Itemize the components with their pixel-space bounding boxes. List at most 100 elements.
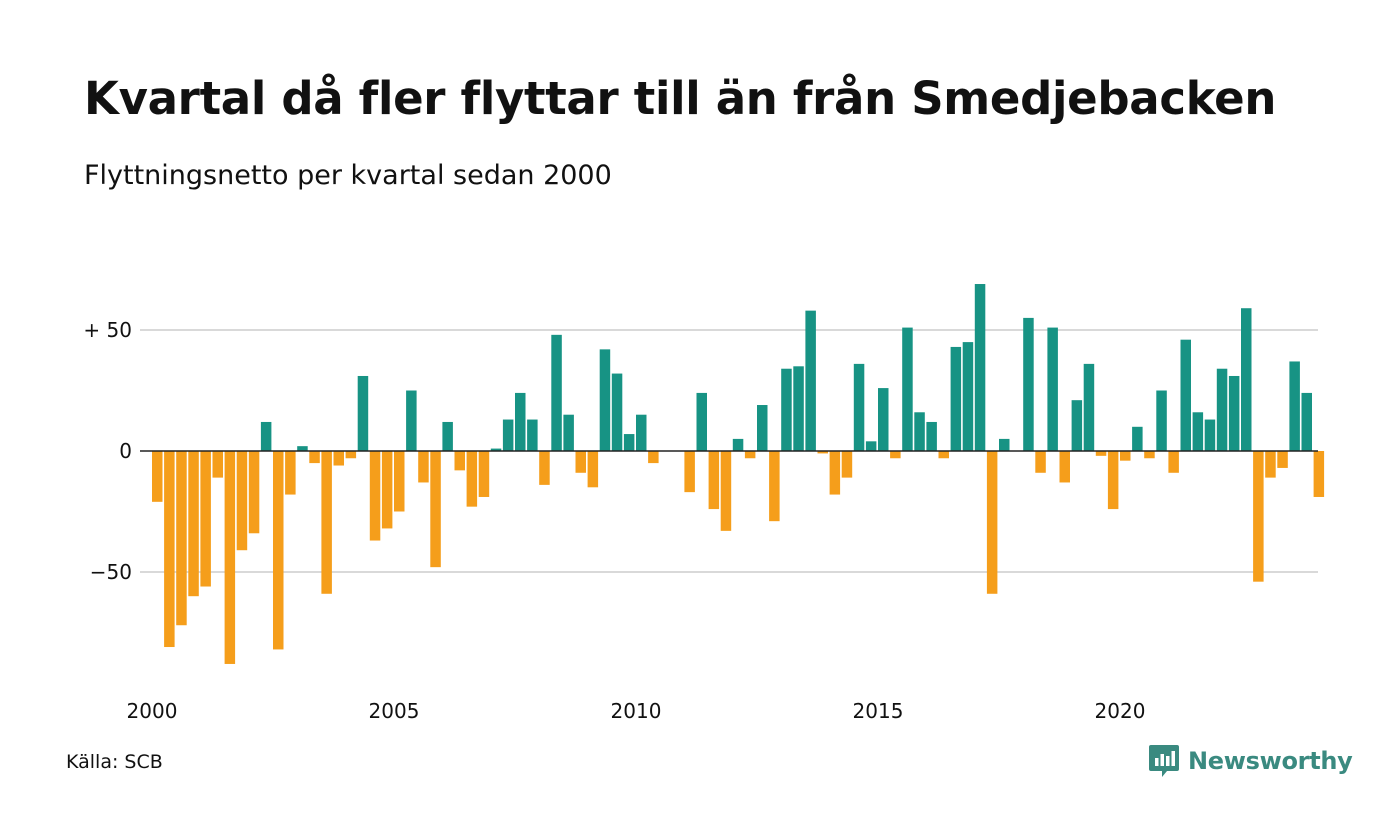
bar <box>321 451 332 594</box>
bar <box>575 451 586 473</box>
bar <box>962 342 974 451</box>
bar <box>357 375 369 451</box>
bar <box>152 451 163 502</box>
bar <box>430 451 441 568</box>
bar <box>490 448 502 451</box>
bar <box>587 451 599 488</box>
x-tick-label: 2000 <box>127 699 178 723</box>
bar <box>926 421 937 451</box>
bars <box>152 284 1325 664</box>
bar <box>551 334 562 451</box>
chart-title: Kvartal då fler flyttar till än från Sme… <box>84 72 1277 125</box>
bar <box>539 451 550 485</box>
bar <box>515 392 526 451</box>
bar <box>1277 451 1288 468</box>
bar <box>1241 308 1252 451</box>
bar <box>345 451 357 459</box>
bar <box>1095 451 1107 456</box>
bar <box>1289 361 1300 451</box>
bar <box>200 451 211 587</box>
bar <box>1071 400 1083 451</box>
bar <box>406 390 417 451</box>
x-tick-label: 2020 <box>1095 699 1146 723</box>
bar <box>260 421 272 451</box>
bar <box>224 451 236 664</box>
bar <box>829 451 841 495</box>
bar <box>974 284 986 451</box>
bar <box>1253 451 1264 582</box>
bar <box>1023 317 1034 451</box>
bar <box>793 366 804 451</box>
bar <box>1132 426 1143 451</box>
bar <box>1180 339 1191 451</box>
bar <box>333 451 344 466</box>
x-tick-label: 2010 <box>611 699 662 723</box>
bar <box>418 451 429 483</box>
bar <box>1204 419 1216 451</box>
bar <box>1216 368 1228 451</box>
bar <box>902 327 913 451</box>
y-tick-label: 0 <box>119 439 132 463</box>
bar <box>527 419 538 451</box>
bar <box>1313 451 1325 497</box>
bar <box>986 451 998 594</box>
bar <box>1168 451 1179 473</box>
bar <box>865 441 877 451</box>
bar <box>950 346 962 451</box>
bar <box>502 419 514 451</box>
bar <box>1228 375 1240 451</box>
bar <box>369 451 381 541</box>
bar <box>309 451 320 464</box>
bar <box>394 451 405 512</box>
bar <box>381 451 393 529</box>
bar <box>708 451 720 510</box>
bar <box>817 451 828 454</box>
bar <box>757 405 768 451</box>
bar <box>744 451 756 459</box>
bar <box>285 451 296 495</box>
y-axis-ticks: + 50 0 −50 <box>83 318 132 584</box>
bar <box>805 310 816 451</box>
x-axis-ticks: 2000 2005 2010 2015 2020 <box>127 699 1146 723</box>
bar <box>1047 327 1058 451</box>
newsworthy-logo-icon <box>1149 745 1179 777</box>
bar <box>176 451 187 626</box>
bar <box>684 451 695 493</box>
gridlines <box>140 329 1318 573</box>
bar <box>188 451 199 597</box>
bar <box>466 451 478 507</box>
bar <box>1301 392 1312 451</box>
bar <box>890 451 901 459</box>
bar <box>841 451 853 478</box>
bar <box>1156 390 1167 451</box>
bar <box>1265 451 1276 478</box>
bar <box>164 451 175 648</box>
bar <box>914 412 925 451</box>
x-tick-label: 2005 <box>369 699 420 723</box>
bar <box>623 434 635 451</box>
chart-subtitle: Flyttningsnetto per kvartal sedan 2000 <box>84 160 612 191</box>
bar <box>212 451 223 478</box>
bar <box>878 388 889 451</box>
brand-logo: Newsworthy <box>1148 743 1353 779</box>
bar <box>442 421 453 451</box>
bar <box>248 451 260 534</box>
bar <box>769 451 780 522</box>
bar <box>732 438 744 451</box>
bar <box>1059 451 1070 483</box>
bar <box>599 349 611 451</box>
bar <box>938 451 949 459</box>
y-tick-label: −50 <box>90 560 132 584</box>
bar <box>236 451 248 551</box>
brand-name: Newsworthy <box>1188 747 1353 775</box>
bar <box>999 438 1010 451</box>
y-tick-label: + 50 <box>83 318 132 342</box>
bar <box>648 451 659 464</box>
bar <box>478 451 490 497</box>
bar <box>696 392 707 451</box>
bar <box>1083 363 1095 451</box>
bar <box>1192 412 1204 451</box>
bar <box>781 368 792 451</box>
bar <box>853 363 865 451</box>
